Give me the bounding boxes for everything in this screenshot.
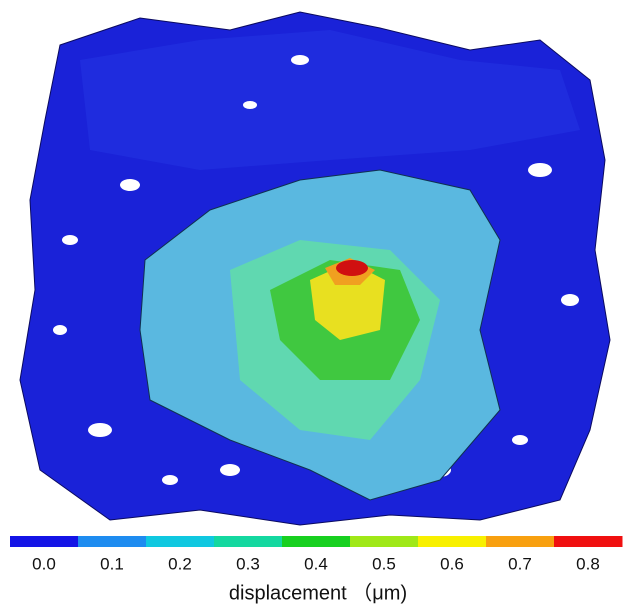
- colorbar-tick-label: 0.3: [236, 554, 260, 573]
- colorbar-tick-label: 0.0: [32, 554, 56, 573]
- colorbar: 0.0 0.1 0.2 0.3 0.4 0.5 0.6 0.7 0.8: [10, 536, 623, 573]
- colorbar-tick-label: 0.6: [440, 554, 464, 573]
- inner-red: [336, 260, 368, 276]
- inner-yellow: [310, 262, 385, 340]
- foam-top-face: [80, 30, 580, 170]
- colorbar-segment: [554, 536, 623, 547]
- colorbar-tick-label: 0.8: [576, 554, 600, 573]
- colorbar-segment: [486, 536, 555, 547]
- colorbar-segment: [418, 536, 487, 547]
- colorbar-tick-label: 0.1: [100, 554, 124, 573]
- colorbar-segment: [350, 536, 419, 547]
- colorbar-segment: [78, 536, 147, 547]
- colorbar-segment: [282, 536, 351, 547]
- colorbar-tick-label: 0.2: [168, 554, 192, 573]
- colorbar-segment: [10, 536, 79, 547]
- rendering: [19, 11, 611, 526]
- colorbar-segment: [146, 536, 215, 547]
- colorbar-label: displacement （μm): [229, 581, 407, 604]
- colorbar-tick-label: 0.7: [508, 554, 532, 573]
- colorbar-segment: [214, 536, 283, 547]
- pores: [53, 55, 579, 485]
- colorbar-tick-label: 0.5: [372, 554, 396, 573]
- colorbar-tick-label: 0.4: [304, 554, 328, 573]
